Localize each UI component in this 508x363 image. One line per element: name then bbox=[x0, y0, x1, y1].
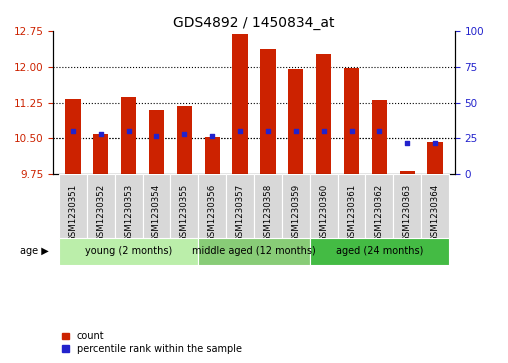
Bar bbox=[198, 174, 226, 238]
Point bbox=[69, 128, 77, 134]
Bar bbox=[400, 171, 415, 174]
Bar bbox=[428, 142, 443, 174]
Bar bbox=[205, 138, 220, 174]
Text: GSM1230362: GSM1230362 bbox=[375, 184, 384, 242]
Bar bbox=[115, 174, 143, 238]
Bar bbox=[254, 174, 282, 238]
Bar bbox=[372, 100, 387, 174]
Point bbox=[180, 131, 188, 137]
Bar bbox=[59, 238, 198, 265]
Bar bbox=[260, 49, 276, 174]
Text: GSM1230358: GSM1230358 bbox=[264, 184, 272, 242]
Bar bbox=[421, 174, 449, 238]
Point bbox=[152, 132, 161, 138]
Bar bbox=[310, 174, 338, 238]
Text: GSM1230360: GSM1230360 bbox=[319, 184, 328, 242]
Point bbox=[347, 128, 356, 134]
Bar bbox=[310, 238, 449, 265]
Point bbox=[375, 128, 384, 134]
Point bbox=[264, 128, 272, 134]
Text: GSM1230354: GSM1230354 bbox=[152, 184, 161, 242]
Point bbox=[320, 128, 328, 134]
Bar bbox=[393, 174, 421, 238]
Point bbox=[124, 128, 133, 134]
Text: GSM1230359: GSM1230359 bbox=[291, 184, 300, 242]
Point bbox=[236, 128, 244, 134]
Text: age ▶: age ▶ bbox=[19, 246, 48, 256]
Bar bbox=[365, 174, 393, 238]
Bar bbox=[344, 68, 359, 174]
Bar bbox=[282, 174, 310, 238]
Bar bbox=[338, 174, 365, 238]
Point bbox=[431, 140, 439, 146]
Text: GSM1230351: GSM1230351 bbox=[69, 184, 77, 242]
Bar bbox=[149, 110, 164, 174]
Point bbox=[97, 131, 105, 137]
Bar bbox=[121, 97, 136, 174]
Bar bbox=[59, 174, 87, 238]
Text: young (2 months): young (2 months) bbox=[85, 246, 172, 256]
Point bbox=[403, 140, 411, 146]
Point bbox=[292, 128, 300, 134]
Bar bbox=[87, 174, 115, 238]
Title: GDS4892 / 1450834_at: GDS4892 / 1450834_at bbox=[173, 16, 335, 30]
Legend: count, percentile rank within the sample: count, percentile rank within the sample bbox=[58, 327, 245, 358]
Point bbox=[208, 132, 216, 138]
Text: GSM1230353: GSM1230353 bbox=[124, 184, 133, 242]
Bar bbox=[288, 69, 303, 174]
Text: middle aged (12 months): middle aged (12 months) bbox=[192, 246, 316, 256]
Bar bbox=[177, 106, 192, 174]
Bar bbox=[65, 99, 80, 174]
Text: GSM1230363: GSM1230363 bbox=[403, 184, 412, 242]
Bar bbox=[93, 134, 108, 174]
Text: GSM1230357: GSM1230357 bbox=[236, 184, 244, 242]
Bar bbox=[143, 174, 170, 238]
Bar bbox=[170, 174, 198, 238]
Text: GSM1230364: GSM1230364 bbox=[431, 184, 439, 242]
Bar bbox=[198, 238, 310, 265]
Text: GSM1230356: GSM1230356 bbox=[208, 184, 217, 242]
Bar bbox=[316, 54, 331, 174]
Text: GSM1230361: GSM1230361 bbox=[347, 184, 356, 242]
Bar bbox=[226, 174, 254, 238]
Bar bbox=[232, 34, 248, 174]
Text: GSM1230355: GSM1230355 bbox=[180, 184, 189, 242]
Text: aged (24 months): aged (24 months) bbox=[336, 246, 423, 256]
Text: GSM1230352: GSM1230352 bbox=[96, 184, 105, 242]
